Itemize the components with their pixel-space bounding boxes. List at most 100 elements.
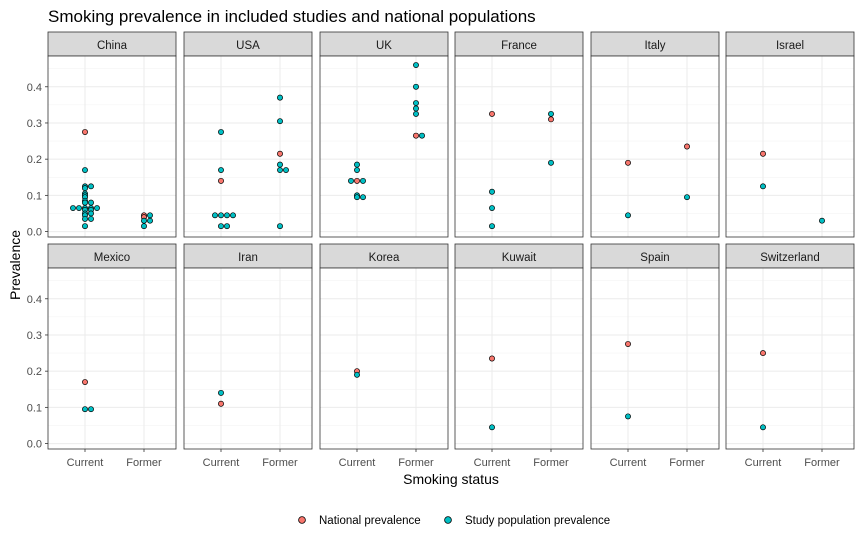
national-prevalence-point: [489, 110, 495, 117]
panel-background-usa: [184, 56, 312, 237]
facet-strip-label-switzerland: Switzerland: [760, 252, 819, 264]
y-tick-label: 0.3: [27, 330, 42, 342]
panel-background-china: [48, 56, 176, 237]
facet-strip-usa: [183, 31, 313, 57]
y-tick-label: 0.2: [27, 154, 42, 166]
national-prevalence-point: [82, 129, 88, 135]
study-prevalence-point: [88, 183, 94, 190]
study-prevalence-point: [212, 212, 218, 219]
study-prevalence-point: [348, 177, 354, 184]
facet-china: China 0.0 0.1 0.2 0.3 0.4: [27, 31, 177, 239]
study-prevalence-point: [489, 424, 495, 431]
study-prevalence-point: [82, 167, 88, 173]
y-tick-label: 0.3: [27, 118, 42, 130]
panel-background-mexico: [48, 268, 176, 449]
study-prevalence-point: [147, 217, 153, 224]
national-prevalence-point: [760, 150, 766, 157]
study-prevalence-point: [413, 110, 419, 117]
study-prevalence-point: [684, 194, 690, 201]
y-tick-label: 0.1: [27, 402, 42, 414]
study-prevalence-point: [88, 199, 94, 206]
national-prevalence-point: [354, 177, 360, 184]
national-prevalence-point: [277, 150, 283, 157]
national-prevalence-point: [684, 143, 690, 150]
facet-strip-label-kuwait: Kuwait: [502, 252, 537, 264]
facet-korea: Korea Current Former: [319, 243, 449, 469]
national-prevalence-point: [82, 379, 88, 385]
panel-grid: China 0.0 0.1 0.2 0.3 0.4 USA UK France Italy Isra…: [27, 31, 855, 469]
study-prevalence-point: [360, 194, 366, 201]
study-prevalence-point: [82, 199, 88, 206]
x-tick-label-former: Former: [126, 457, 162, 469]
panel-background-iran: [184, 268, 312, 449]
study-prevalence-point: [224, 223, 230, 230]
study-prevalence-point: [218, 223, 224, 230]
study-prevalence-point: [224, 212, 230, 219]
facet-italy: Italy: [590, 31, 720, 238]
x-tick-label-former: Former: [804, 457, 840, 469]
x-axis-title: Smoking status: [403, 471, 499, 487]
y-tick-label: 0.4: [27, 294, 42, 306]
study-prevalence-point: [413, 62, 419, 69]
study-prevalence-point: [82, 223, 88, 230]
facet-strip-switzerland: [725, 243, 855, 269]
legend: National prevalence Study population pre…: [298, 515, 610, 527]
study-prevalence-point: [82, 185, 88, 192]
y-tick-label: 0.1: [27, 190, 42, 202]
facet-switzerland: Switzerland Current Former: [725, 243, 855, 469]
study-prevalence-point: [354, 167, 360, 173]
x-tick-label-former: Former: [533, 457, 569, 469]
study-prevalence-point: [277, 94, 283, 101]
study-prevalence-point: [413, 105, 419, 112]
facet-strip-china: [47, 31, 177, 57]
legend-key-study-population-prevalence: [444, 516, 452, 524]
facet-strip-label-iran: Iran: [238, 252, 258, 264]
panel-background-uk: [320, 56, 448, 237]
national-prevalence-point: [218, 177, 224, 184]
facet-strip-mexico: [47, 243, 177, 269]
study-prevalence-point: [88, 406, 94, 413]
study-prevalence-point: [283, 167, 289, 173]
facet-strip-label-israel: Israel: [776, 40, 804, 52]
study-prevalence-point: [147, 212, 153, 219]
study-prevalence-point: [489, 223, 495, 230]
study-prevalence-point: [277, 118, 283, 125]
study-prevalence-point: [230, 212, 236, 219]
study-prevalence-point: [354, 161, 360, 168]
study-prevalence-point: [141, 223, 147, 230]
facet-spain: Spain Current Former: [590, 243, 720, 469]
facet-strip-iran: [183, 243, 313, 269]
y-tick-label: 0.2: [27, 366, 42, 378]
facet-france: France: [454, 31, 584, 238]
study-prevalence-point: [277, 167, 283, 173]
x-tick-label-former: Former: [398, 457, 434, 469]
panel-background-kuwait: [455, 268, 583, 449]
x-tick-label-former: Former: [262, 457, 298, 469]
facet-mexico: Mexico 0.0 0.1 0.2 0.3 0.4 Current Former: [27, 243, 177, 469]
study-prevalence-point: [218, 129, 224, 135]
facet-strip-uk: [319, 31, 449, 57]
x-tick-label-current: Current: [610, 457, 647, 469]
study-prevalence-point: [277, 161, 283, 168]
x-tick-label-current: Current: [67, 457, 104, 469]
panel-border-korea: [319, 267, 449, 450]
legend-key-national-prevalence: [298, 516, 306, 524]
study-prevalence-point: [76, 205, 82, 211]
facet-iran: Iran Current Former: [183, 243, 313, 469]
national-prevalence-point: [218, 400, 224, 407]
facet-strip-label-mexico: Mexico: [94, 252, 130, 264]
study-prevalence-point: [548, 110, 554, 117]
panel-border-usa: [183, 55, 313, 238]
x-tick-label-former: Former: [669, 457, 705, 469]
facet-israel: Israel: [725, 31, 855, 238]
panel-border-italy: [590, 55, 720, 238]
study-prevalence-point: [82, 215, 88, 222]
national-prevalence-point: [548, 116, 554, 123]
facet-strip-label-china: China: [97, 40, 128, 52]
study-prevalence-point: [218, 212, 224, 219]
facet-usa: USA: [183, 31, 313, 238]
study-prevalence-point: [141, 217, 147, 224]
panel-border-mexico: [47, 267, 177, 450]
facet-kuwait: Kuwait Current Former: [454, 243, 584, 469]
panel-background-israel: [726, 56, 854, 237]
